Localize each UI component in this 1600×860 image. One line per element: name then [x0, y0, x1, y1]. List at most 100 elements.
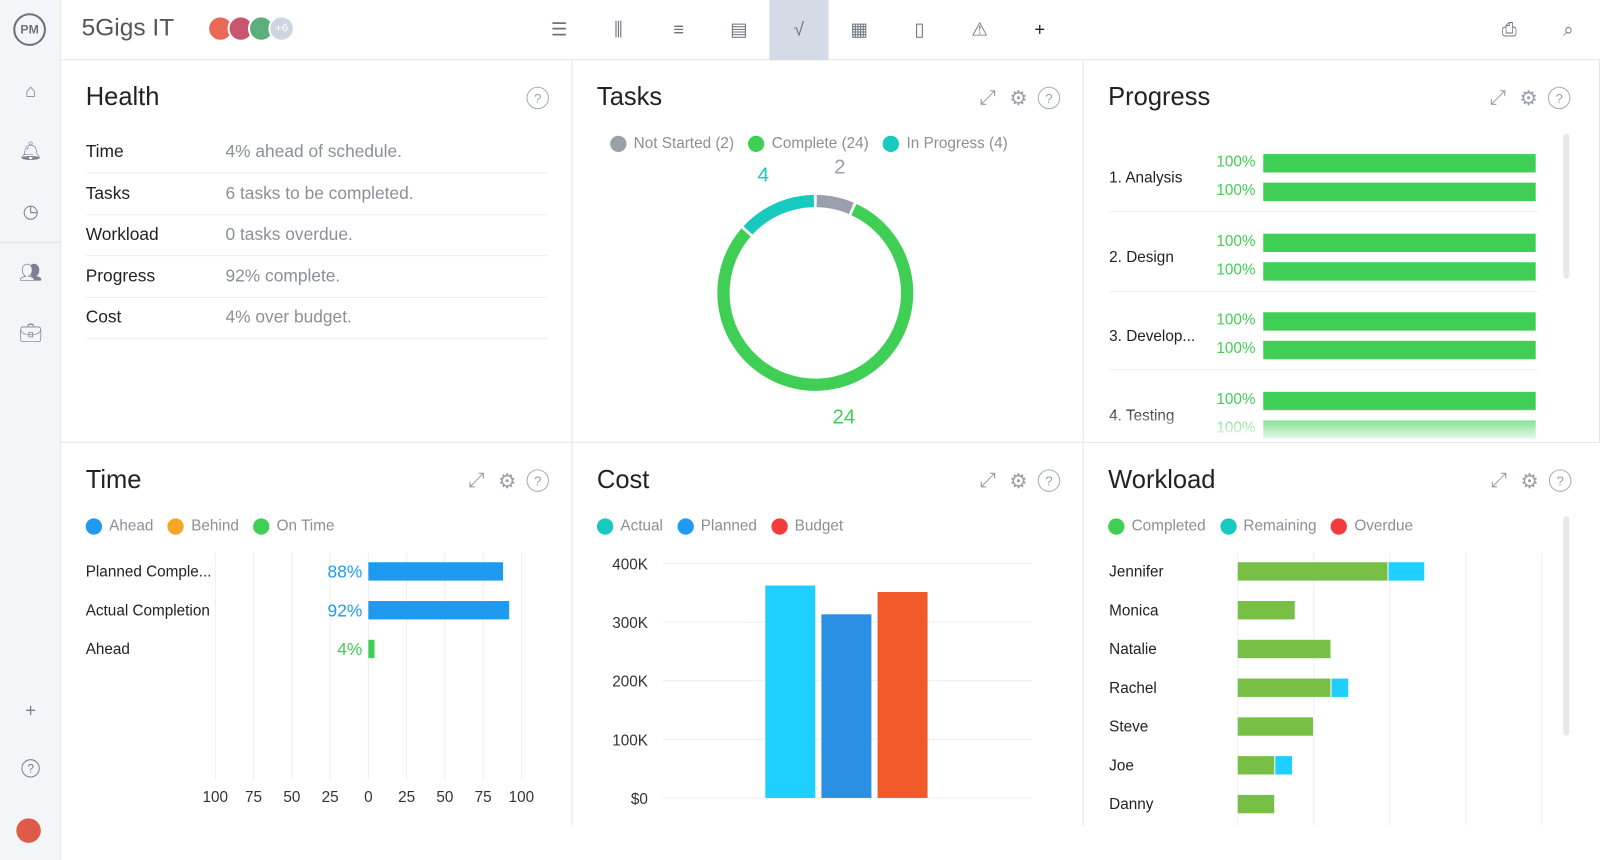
cost-panel: Cost ⤢ ⚙? Actual Planned Budget $0 100K 200K 3… — [572, 442, 1084, 826]
x-tick-label: 75 — [475, 789, 492, 806]
help-icon[interactable]: ? — [1548, 469, 1572, 492]
table-icon[interactable]: ▤ — [730, 19, 748, 40]
pm-logo[interactable]: PM — [13, 13, 46, 46]
divider — [1109, 211, 1538, 213]
legend-item: Behind — [167, 517, 239, 535]
bar-ahead — [368, 639, 375, 659]
bar-actual-completion — [368, 601, 510, 620]
list-icon[interactable]: ☰ — [550, 19, 568, 40]
bar-budget — [877, 592, 928, 798]
cost-legend: Actual Planned Budget — [596, 517, 844, 535]
progress-bar — [1263, 182, 1536, 202]
legend-item: On Time — [253, 517, 334, 535]
legend-label: Behind — [191, 517, 239, 535]
more-members-badge[interactable]: +6 — [268, 15, 295, 42]
clock-icon[interactable]: ◷ — [22, 201, 39, 222]
legend-label: Not Started (2) — [633, 134, 735, 153]
help-icon[interactable]: ? — [526, 469, 549, 492]
progress-panel: Progress ⤢ ⚙? 1. Analysis 100% 100% 2. Desig… — [1083, 60, 1600, 443]
progress-percent: 100% — [1216, 390, 1256, 408]
progress-bar — [1263, 312, 1536, 331]
data-label: 2 — [834, 156, 845, 178]
people-icon[interactable]: 👥︎ — [18, 262, 43, 283]
expand-icon[interactable]: ⤢ — [979, 468, 996, 492]
data-label: 88% — [328, 562, 363, 582]
expand-icon[interactable]: ⤢ — [1490, 468, 1508, 492]
progress-percent: 100% — [1216, 181, 1256, 199]
legend-swatch — [1330, 517, 1348, 535]
data-label: 92% — [328, 600, 363, 620]
alert-icon[interactable]: ⚠︎ — [971, 19, 988, 40]
category-label: Joe — [1109, 757, 1134, 774]
legend-label: Budget — [794, 517, 844, 535]
briefcase-icon[interactable]: 💼︎ — [18, 322, 43, 343]
bell-icon[interactable]: 🔔︎ — [18, 140, 43, 162]
bar-completed-steve — [1237, 717, 1314, 736]
board-icon[interactable]: ⫼ — [614, 19, 623, 40]
gear-icon[interactable]: ⚙ — [497, 469, 517, 493]
legend-label: Actual — [620, 517, 663, 535]
x-tick-label: 25 — [398, 789, 415, 806]
bar-completed-joe — [1237, 756, 1275, 775]
plus-icon[interactable]: + — [25, 699, 36, 721]
gear-icon[interactable]: ⚙ — [1520, 469, 1539, 493]
legend-label: Overdue — [1354, 517, 1414, 535]
legend-item: Completed — [1108, 517, 1206, 535]
category-label: Danny — [1109, 796, 1154, 813]
health-row-value: 0 tasks overdue. — [225, 224, 353, 244]
add-view-button[interactable]: + — [1034, 19, 1046, 40]
workload-legend: Completed Remaining Overdue — [1108, 517, 1414, 535]
workload-chart: Jennifer Monica Natalie Rachel Steve Joe Danny — [1109, 553, 1543, 826]
data-label: 4 — [758, 165, 769, 187]
panel-title: Health — [85, 82, 160, 112]
help-icon[interactable]: ? — [21, 759, 40, 778]
progress-bar — [1263, 340, 1536, 360]
health-row: Time 4% ahead of schedule. — [85, 132, 547, 174]
bar-planned-comple- — [368, 562, 504, 581]
category-label: Planned Comple... — [86, 564, 212, 581]
health-row-value: 4% over budget. — [225, 307, 352, 327]
category-label: Actual Completion — [86, 602, 210, 619]
progress-bar — [1263, 391, 1536, 410]
bar-completed-jennifer — [1237, 562, 1388, 581]
bar-actual — [765, 585, 816, 798]
expand-icon[interactable]: ⤢ — [1489, 86, 1507, 109]
legend-label: Remaining — [1243, 517, 1317, 535]
expand-icon[interactable]: ⤢ — [979, 86, 996, 109]
donut-segment-complete — [717, 203, 914, 391]
legend-item: Budget — [771, 517, 844, 535]
help-icon[interactable]: ? — [1547, 86, 1571, 110]
tasks-donut-chart: 2 24 4 — [717, 156, 914, 428]
health-row-label: Progress — [85, 265, 156, 286]
panel-title: Workload — [1108, 465, 1216, 494]
scrollbar[interactable] — [1563, 133, 1570, 279]
print-icon[interactable]: ⎙ — [1501, 19, 1517, 40]
divider — [1109, 290, 1538, 292]
health-row-label: Workload — [85, 224, 159, 244]
search-icon[interactable]: ⌕ — [1563, 19, 1574, 40]
progress-percent: 100% — [1216, 232, 1256, 250]
progress-group-label: 3. Develop... — [1109, 327, 1196, 345]
legend-item: Planned — [677, 517, 757, 535]
health-panel: Health ? Time 4% ahead of schedule. Tasks 6… — [61, 60, 573, 443]
user-avatar[interactable] — [16, 818, 41, 843]
scrollbar[interactable] — [1563, 516, 1570, 736]
gantt-icon[interactable]: ≡ — [673, 19, 684, 40]
expand-icon[interactable]: ⤢ — [468, 468, 485, 492]
progress-bar — [1263, 261, 1536, 281]
legend-swatch — [883, 135, 900, 152]
home-icon[interactable]: ⌂ — [25, 80, 37, 102]
x-tick-label: 75 — [245, 789, 262, 806]
legend-swatch — [596, 517, 614, 535]
calendar-icon[interactable]: ▦ — [850, 19, 868, 40]
gear-icon[interactable]: ⚙ — [1009, 469, 1028, 493]
legend-swatch — [748, 135, 765, 152]
gear-icon[interactable]: ⚙ — [1009, 87, 1028, 110]
gear-icon[interactable]: ⚙ — [1519, 87, 1538, 110]
dashboard-icon[interactable]: √ — [769, 0, 829, 61]
help-icon[interactable]: ? — [1037, 469, 1061, 492]
document-icon[interactable]: ▯ — [914, 19, 925, 40]
x-tick-label: 25 — [322, 789, 339, 806]
help-icon[interactable]: ? — [1037, 86, 1061, 110]
help-icon[interactable]: ? — [526, 86, 549, 110]
